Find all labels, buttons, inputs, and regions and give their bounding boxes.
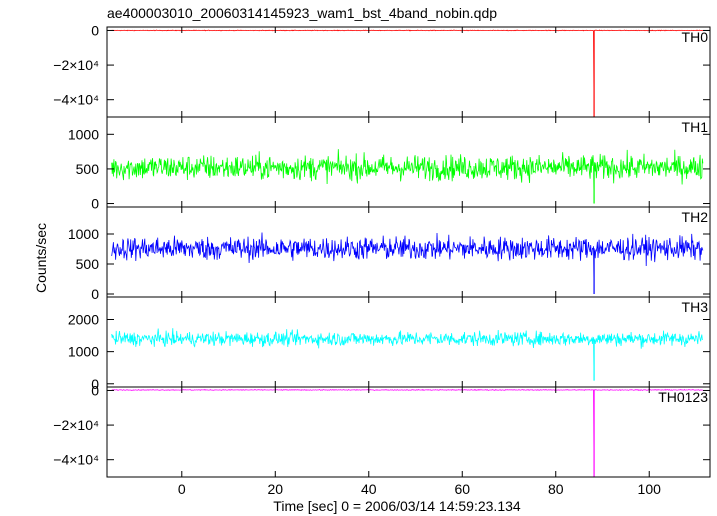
y-tick-label: 0	[91, 196, 99, 212]
x-tick-label: 60	[454, 481, 470, 497]
panel-label: TH1	[682, 119, 709, 135]
panel-label: TH0	[682, 29, 709, 45]
panel-label: TH0123	[658, 389, 708, 405]
series-th0123	[111, 388, 704, 477]
y-tick-label: 1000	[68, 226, 99, 242]
x-tick-label: 80	[548, 481, 564, 497]
panel-frame	[106, 26, 711, 118]
panel-th0: 0 −2×10⁴ −4×10⁴ TH0	[53, 22, 711, 118]
panel-frame	[106, 386, 711, 478]
y-tick-label: 2000	[68, 312, 99, 328]
series-th2	[111, 232, 704, 295]
y-tick-label: 500	[76, 256, 100, 272]
y-tick-label: 0	[91, 286, 99, 302]
panel-th2: 0 500 1000 TH2	[68, 206, 711, 302]
panel-th3: 0 1000 2000 TH3	[68, 296, 711, 392]
chart-title: ae400003010_20060314145923_wam1_bst_4ban…	[107, 5, 497, 21]
y-tick-label: 0	[91, 22, 99, 38]
y-axis-label: Counts/sec	[33, 223, 49, 293]
series-th1	[111, 149, 704, 204]
panel-label: TH2	[682, 209, 709, 225]
y-tick-label: −2×10⁴	[53, 417, 99, 433]
panel-th1: 0 500 1000 TH1	[68, 116, 711, 212]
y-tick-label: 0	[91, 376, 99, 392]
x-tick-label: 100	[638, 481, 662, 497]
x-axis-label: Time [sec] 0 = 2006/03/14 14:59:23.134	[273, 498, 521, 514]
y-tick-label: −4×10⁴	[53, 92, 99, 108]
y-tick-label: −2×10⁴	[53, 57, 99, 73]
panel-th0123: 0 −2×10⁴ −4×10⁴ TH0123	[53, 382, 711, 478]
y-tick-label: −4×10⁴	[53, 452, 99, 468]
y-tick-label: 1000	[68, 344, 99, 360]
series-th3	[111, 328, 704, 381]
y-tick-label: 500	[76, 161, 100, 177]
series-th0	[111, 29, 704, 117]
panel-label: TH3	[682, 299, 709, 315]
y-tick-label: 1000	[68, 126, 99, 142]
x-tick-label: 40	[361, 481, 377, 497]
y-tick-label: 0	[91, 382, 99, 398]
x-tick-label: 20	[267, 481, 283, 497]
x-tick-label: 0	[178, 481, 186, 497]
